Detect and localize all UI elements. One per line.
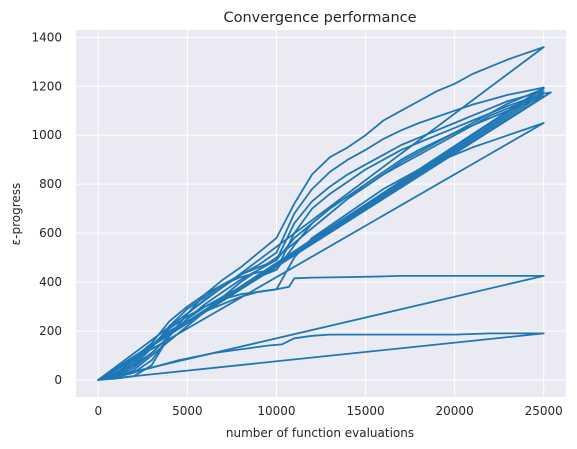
x-axis-label: number of function evaluations [226,426,414,440]
x-tick-label: 20000 [436,404,474,418]
y-tick-labels: 0 200 400 600 800 1000 1200 1400 [31,30,62,387]
y-tick-label: 600 [39,226,62,240]
x-tick-label: 25000 [525,404,563,418]
y-tick-label: 0 [54,373,62,387]
y-tick-label: 800 [39,177,62,191]
x-tick-label: 5000 [172,404,203,418]
y-tick-label: 1400 [31,30,62,44]
y-tick-label: 1000 [31,128,62,142]
x-tick-label: 10000 [257,404,295,418]
y-tick-label: 1200 [31,79,62,93]
x-tick-label: 15000 [346,404,384,418]
chart-title: Convergence performance [223,10,416,26]
y-tick-label: 400 [39,275,62,289]
y-axis-label: ε-progress [9,183,23,246]
x-tick-label: 0 [94,404,102,418]
y-tick-label: 200 [39,324,62,338]
x-tick-labels: 0 5000 10000 15000 20000 25000 [94,404,562,418]
